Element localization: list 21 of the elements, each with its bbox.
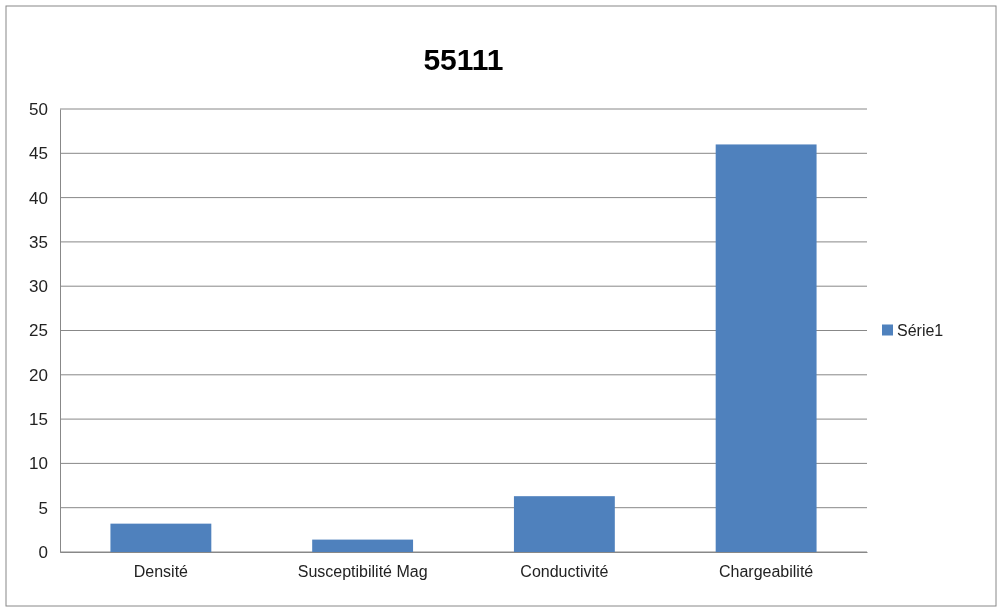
x-tick-label: Chargeabilité bbox=[718, 563, 814, 581]
y-tick-label: 40 bbox=[29, 188, 48, 208]
y-tick-label: 20 bbox=[29, 365, 48, 385]
y-tick-label: 35 bbox=[29, 232, 48, 252]
bar bbox=[513, 496, 615, 552]
chart-title: 55111 bbox=[423, 43, 504, 76]
x-tick-label: Susceptibilité Mag bbox=[297, 563, 428, 581]
bar bbox=[312, 539, 414, 552]
y-tick-label: 5 bbox=[38, 498, 48, 518]
y-tick-label: 25 bbox=[29, 321, 48, 341]
y-tick-label: 50 bbox=[29, 99, 48, 119]
legend-label: Série1 bbox=[897, 321, 944, 339]
bar bbox=[110, 523, 212, 552]
y-tick-label: 45 bbox=[29, 144, 48, 164]
bar bbox=[715, 144, 817, 552]
x-tick-label: Conductivité bbox=[520, 563, 609, 581]
x-tick-label: Densité bbox=[133, 563, 189, 581]
y-tick-label: 0 bbox=[38, 542, 48, 562]
y-tick-label: 30 bbox=[29, 277, 48, 297]
y-tick-label: 10 bbox=[29, 454, 48, 474]
y-tick-label: 15 bbox=[29, 410, 48, 430]
